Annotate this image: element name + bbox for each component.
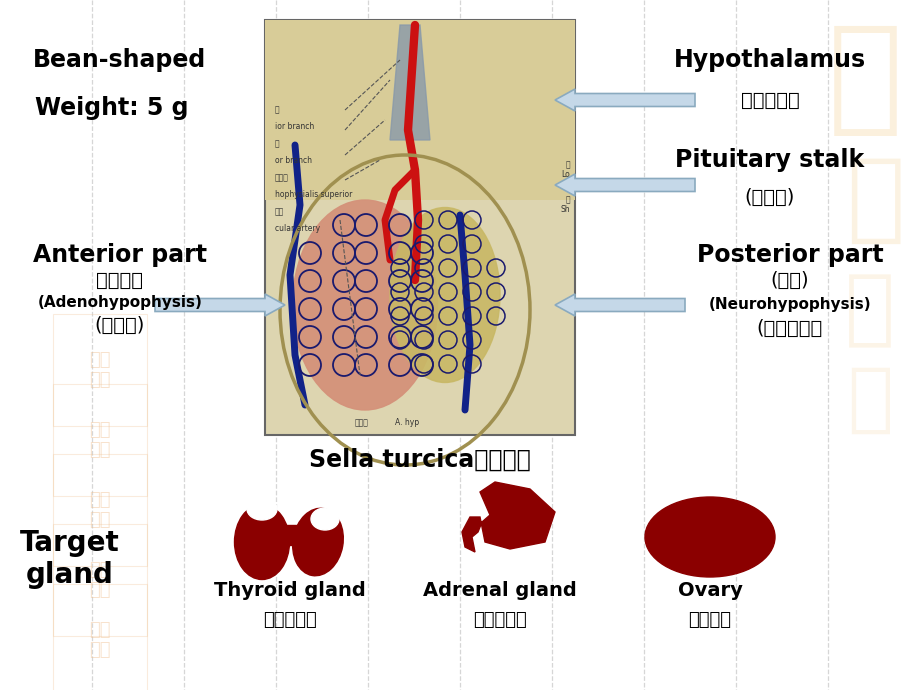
Bar (265, 20, 574, 435)
Text: Anterior part: Anterior part (33, 243, 207, 267)
Text: Ovary: Ovary (676, 580, 742, 600)
Text: Adrenal gland: Adrenal gland (423, 580, 576, 600)
Text: 和: 和 (844, 270, 894, 351)
Polygon shape (461, 482, 554, 552)
Text: 青祥
和愿: 青祥 和愿 (89, 560, 110, 600)
Text: 愿: 愿 (846, 363, 892, 437)
Bar (265, 20, 574, 200)
Text: 长
Lo: 长 Lo (561, 160, 570, 179)
Text: 青祥
和愿: 青祥 和愿 (89, 421, 110, 460)
Text: Target: Target (20, 529, 119, 557)
Text: Posterior part: Posterior part (696, 243, 882, 267)
Text: 青祥
和愿: 青祥 和愿 (89, 620, 110, 660)
Text: （下丘脑）: （下丘脑） (740, 90, 799, 110)
Text: or branch: or branch (275, 156, 312, 165)
Text: Weight: 5 g: Weight: 5 g (35, 96, 188, 120)
Text: （卵巢）: （卵巢） (687, 611, 731, 629)
Text: (神经垂体）: (神经垂体） (756, 319, 823, 337)
Ellipse shape (246, 498, 277, 520)
Text: ior branch: ior branch (275, 122, 314, 131)
Text: （甲状腺）: （甲状腺） (263, 611, 316, 629)
Text: 上动脉: 上动脉 (275, 173, 289, 182)
Text: （肾上腺）: （肾上腺） (472, 611, 527, 629)
Text: 垂体下: 垂体下 (355, 418, 369, 427)
Text: 讲: 讲 (826, 19, 902, 141)
Ellipse shape (311, 508, 338, 530)
Text: （前叶）: （前叶） (96, 270, 143, 290)
Text: 祥: 祥 (845, 153, 903, 246)
FancyArrow shape (154, 294, 285, 316)
Text: 青祥
和愿: 青祥 和愿 (89, 351, 110, 389)
Ellipse shape (234, 504, 289, 580)
Text: A. hyp: A. hyp (394, 418, 419, 427)
Text: (后叶): (后叶) (770, 270, 809, 290)
Polygon shape (390, 25, 429, 140)
Text: gland: gland (26, 561, 114, 589)
Text: (腺垂体): (腺垂体) (95, 315, 145, 335)
Text: 支: 支 (275, 105, 279, 114)
FancyArrow shape (554, 294, 685, 316)
Text: hophysialis superior: hophysialis superior (275, 190, 352, 199)
Text: (Neurohypophysis): (Neurohypophysis) (708, 297, 870, 313)
Text: Hypothalamus: Hypothalamus (674, 48, 865, 72)
Text: Thyroid gland: Thyroid gland (214, 580, 366, 600)
Text: 如
Sh: 如 Sh (560, 195, 570, 215)
Text: Bean-shaped: Bean-shaped (33, 48, 207, 72)
Text: 文: 文 (275, 139, 279, 148)
Ellipse shape (292, 509, 343, 575)
Text: Sella turcica（蝶鞍）: Sella turcica（蝶鞍） (309, 448, 530, 472)
Text: (Adenohypophysis): (Adenohypophysis) (38, 295, 202, 310)
FancyArrow shape (554, 89, 694, 111)
Text: Pituitary stalk: Pituitary stalk (675, 148, 864, 172)
Ellipse shape (390, 208, 499, 382)
FancyArrow shape (554, 174, 694, 196)
Text: 动脉: 动脉 (275, 207, 284, 216)
Text: (垂体柄): (垂体柄) (744, 188, 794, 206)
Bar (275, 525, 305, 545)
Ellipse shape (644, 497, 774, 577)
Ellipse shape (292, 200, 437, 410)
Text: cular artery: cular artery (275, 224, 320, 233)
Text: 青祥
和愿: 青祥 和愿 (89, 491, 110, 529)
